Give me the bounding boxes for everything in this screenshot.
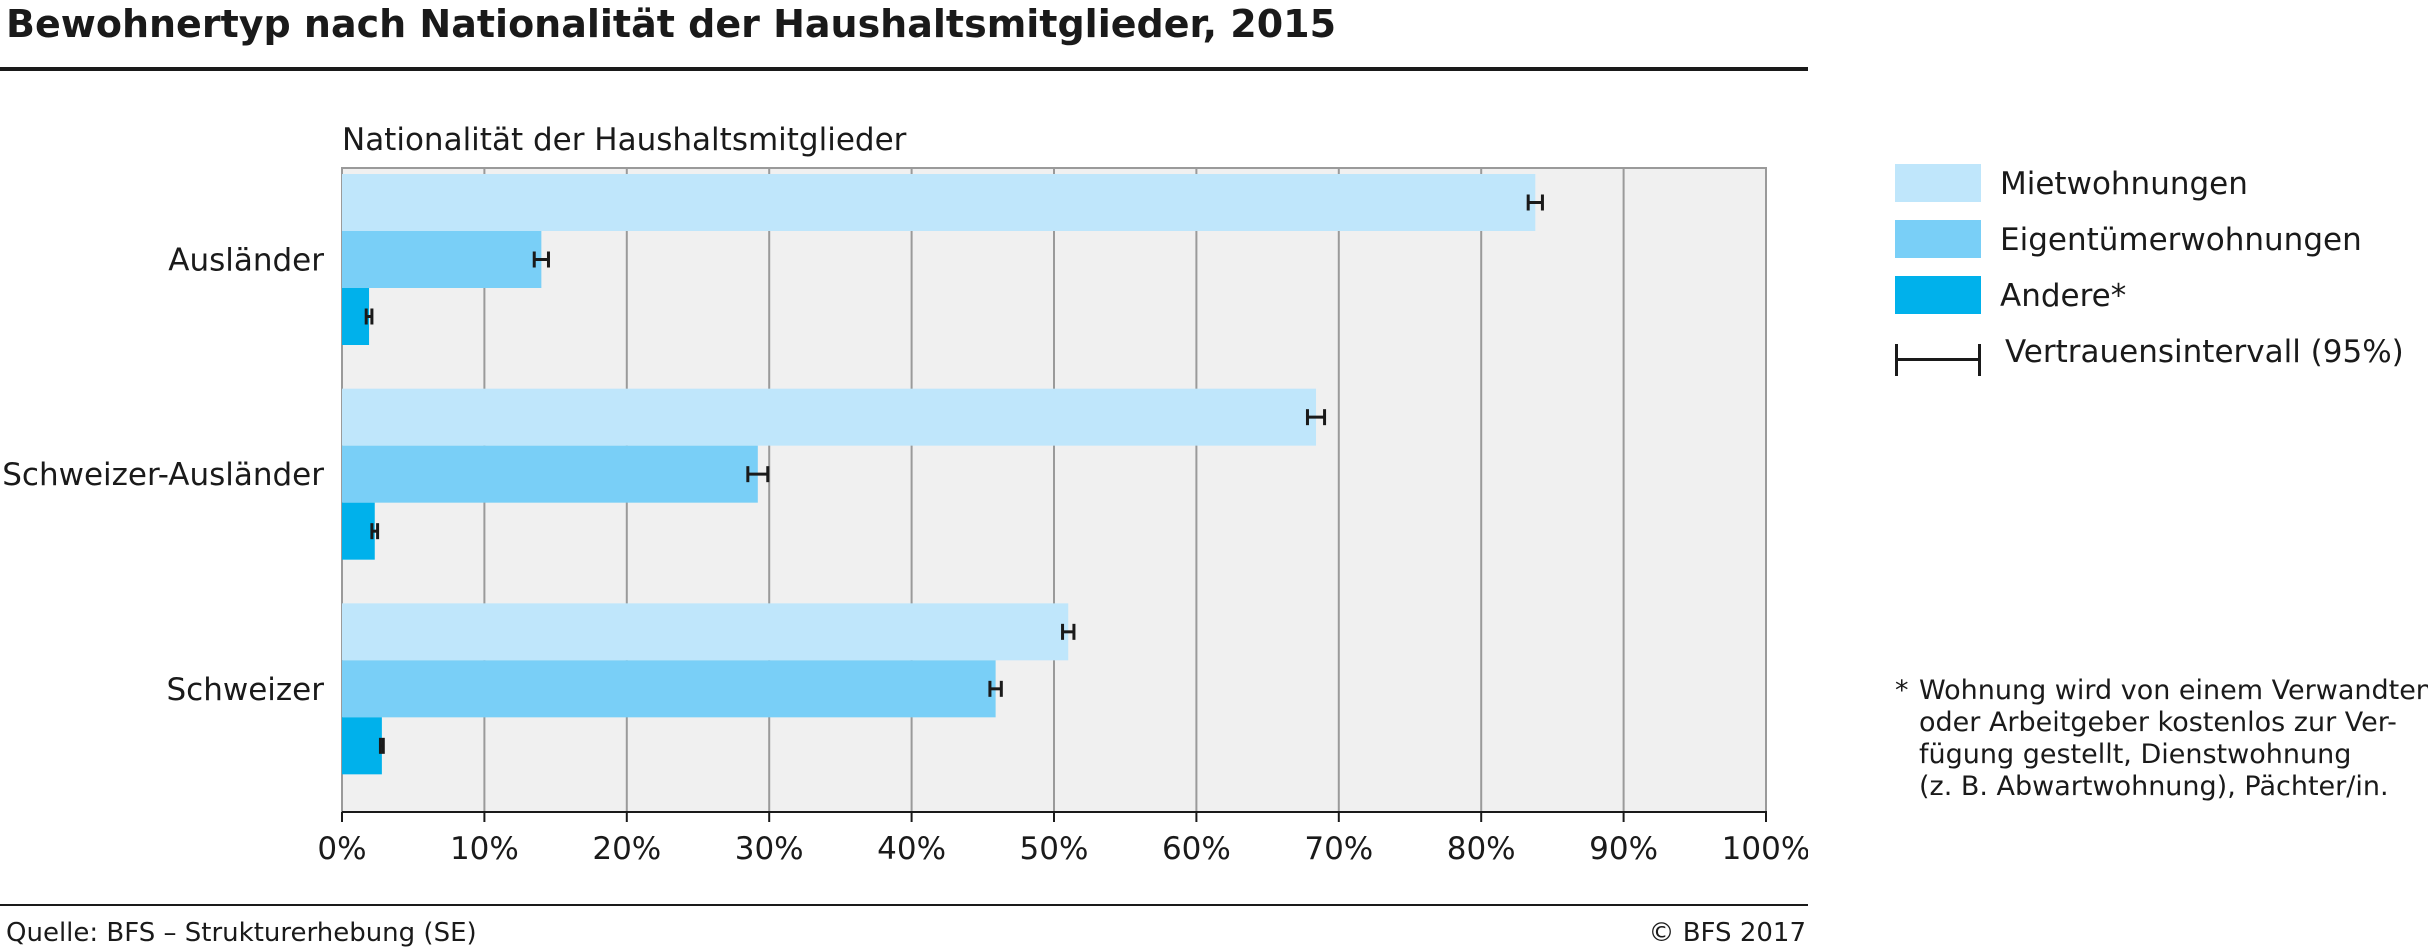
legend-swatch-mietwohnungen [1895,164,1981,202]
bar-0-0 [342,174,1536,231]
category-label-1: Schweizer-Ausländer [2,457,324,493]
legend-item-mietwohnungen: Mietwohnungen [1895,164,2415,202]
legend-item-eigentuemerwohnungen: Eigentümerwohnungen [1895,220,2415,258]
legend-item-andere: Andere* [1895,276,2415,314]
bottom-rule [0,904,1808,906]
legend-item-confidence-interval: Vertrauensintervall (95%) [1895,332,2415,376]
bar-1-0 [342,388,1317,446]
bar-chart: Nationalität der Haushaltsmitglieder Aus… [2,122,1808,867]
copyright-note: © BFS 2017 [1648,918,1806,948]
legend-swatch-eigentuemerwohnungen [1895,220,1981,258]
top-rule [0,67,1808,71]
x-tick-label-20: 20% [592,831,661,867]
bar-0-2 [342,288,370,345]
x-tick-label-90: 90% [1589,831,1658,867]
legend-label-eigentuemerwohnungen: Eigentümerwohnungen [2000,222,2362,258]
chart-title: Bewohnertyp nach Nationalität der Hausha… [6,2,1337,46]
bar-2-0 [342,603,1069,661]
x-tick-label-60: 60% [1162,831,1231,867]
bar-2-1 [342,660,996,718]
x-tick-label-30: 30% [735,831,804,867]
confidence-interval-icon [1895,344,1981,376]
x-tick-label-80: 80% [1447,831,1516,867]
legend-swatch-andere [1895,276,1981,314]
x-tick-label-70: 70% [1304,831,1373,867]
x-tick-label-0: 0% [317,831,366,867]
bar-1-1 [342,445,758,503]
legend-label-mietwohnungen: Mietwohnungen [2000,166,2248,202]
x-tick-label-10: 10% [450,831,519,867]
category-label-2: Schweizer [167,672,325,708]
x-tick-label-100: 100% [1722,831,1808,867]
x-tick-label-50: 50% [1020,831,1089,867]
category-axis-title: Nationalität der Haushaltsmitglieder [342,122,907,158]
bar-2-2 [342,717,382,775]
x-tick-label-40: 40% [877,831,946,867]
source-note: Quelle: BFS – Strukturerhebung (SE) [6,918,477,948]
bar-0-1 [342,231,542,288]
legend-label-confidence-interval: Vertrauensintervall (95%) [2005,334,2404,370]
footnote-marker: * [1895,675,1909,706]
footnote-text: Wohnung wird von einem Verwandten oder A… [1919,675,2428,802]
category-label-0: Ausländer [168,243,324,279]
legend-label-andere: Andere* [2000,278,2127,314]
bar-1-2 [342,502,375,560]
